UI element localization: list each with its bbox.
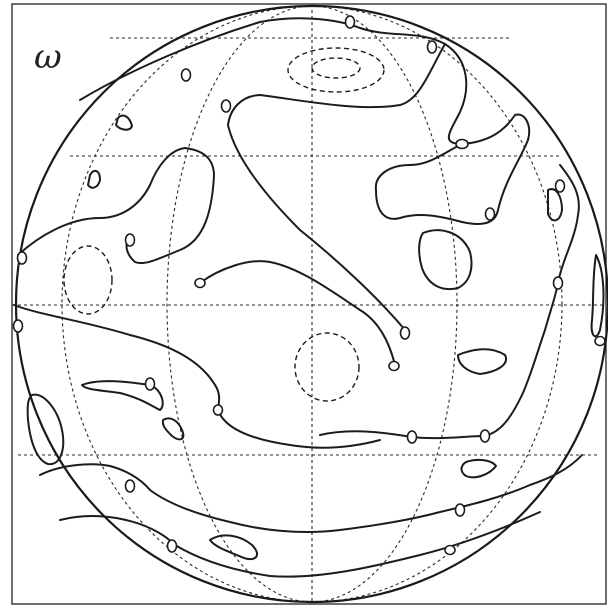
contour-label: [180, 68, 192, 82]
zero-contour: [547, 188, 563, 222]
contour-label: [554, 179, 566, 193]
zero-contour: [39, 454, 583, 534]
zero-contour: [115, 114, 133, 131]
figure-frame: [11, 3, 607, 605]
contour-label: [479, 429, 491, 443]
contour-label: [124, 233, 136, 247]
zero-contour: [209, 534, 259, 561]
contour-label: [552, 276, 564, 290]
negative-contour: [294, 332, 360, 402]
meridian-ellipse: [61, 5, 563, 603]
contour-label: [455, 138, 469, 150]
zero-contour: [87, 169, 101, 189]
contour-label: [399, 326, 411, 340]
contour-label: [406, 430, 418, 444]
negative-contour: [311, 57, 361, 79]
contour-label: [220, 99, 232, 113]
zero-contour: [79, 17, 446, 126]
zero-contour: [418, 229, 473, 290]
zero-contour: [81, 380, 164, 411]
zero-contour: [13, 304, 381, 449]
zero-contour: [460, 458, 497, 479]
vorticity-contours: [13, 17, 605, 578]
negative-contour: [63, 245, 113, 315]
globe-outline: [14, 4, 608, 604]
contour-label: [144, 377, 156, 391]
contour-label: [124, 479, 136, 493]
negative-contour: [287, 47, 385, 93]
zero-contour: [457, 348, 508, 375]
zero-contour: [161, 417, 185, 441]
zero-contour: [227, 124, 406, 331]
contour-label: [444, 544, 456, 556]
contour-label: [484, 207, 496, 221]
contour-label: [594, 335, 606, 347]
contour-label: [212, 404, 224, 416]
zero-contour: [374, 43, 531, 225]
zero-contour: [590, 254, 605, 338]
contour-label: [388, 360, 400, 372]
contour-label: [12, 319, 24, 333]
zero-contour: [26, 393, 65, 466]
zero-contour: [199, 260, 396, 366]
contour-label: [426, 40, 438, 54]
contour-label: [194, 277, 206, 289]
contour-label: [344, 15, 356, 29]
zero-contour: [17, 147, 215, 264]
panel-label: ω: [34, 37, 62, 77]
contour-label: [166, 539, 178, 553]
zero-contour: [59, 511, 541, 578]
contour-label: [454, 503, 466, 517]
contour-value-labels: [12, 15, 606, 556]
contour-label: [16, 251, 28, 265]
